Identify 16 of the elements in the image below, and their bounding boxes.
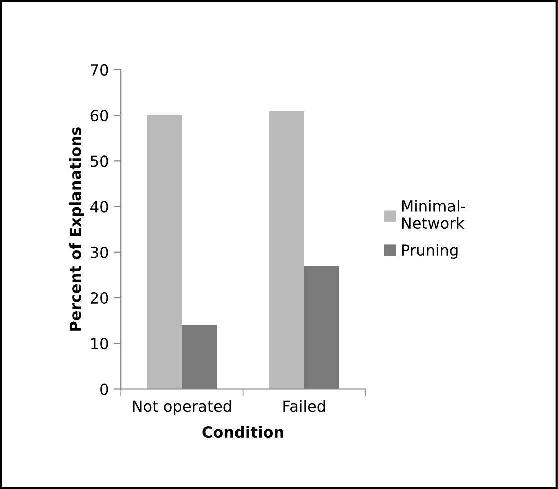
legend-label: Minimal- Network (402, 200, 466, 230)
y-tick-label: 70 (91, 64, 108, 76)
legend-label: Pruning (402, 244, 458, 260)
x-axis-title: Condition (202, 426, 284, 438)
y-tick-label: 60 (90, 110, 108, 122)
x-tick-label: Not operated (133, 400, 232, 416)
bar (147, 116, 182, 390)
y-tick-label: 0 (100, 384, 108, 396)
y-tick-label: 40 (90, 201, 108, 213)
bar (270, 110, 304, 390)
y-axis-title: Percent of Explanations (70, 128, 84, 331)
y-tick-label: 20 (90, 292, 108, 304)
x-tick-label: Failed (284, 400, 326, 412)
y-tick-label: 50 (91, 156, 108, 168)
y-tick-label: 10 (92, 338, 108, 350)
y-tick-label: 30 (91, 246, 108, 258)
